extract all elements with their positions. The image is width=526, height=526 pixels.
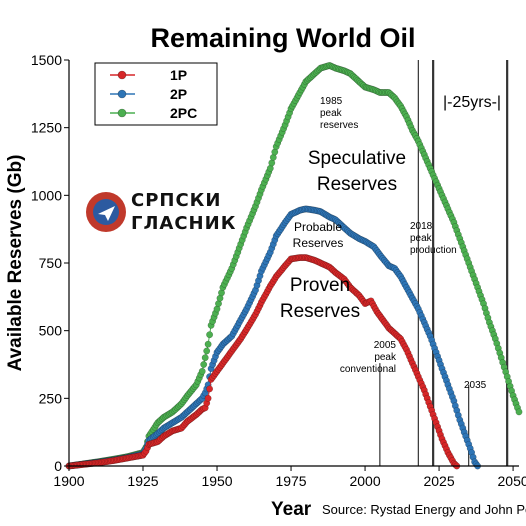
- x-tick-label: 2050: [498, 473, 526, 489]
- legend-marker-2P: [117, 89, 127, 99]
- annotation-1985-peak: 1985: [320, 96, 343, 107]
- annotation-proven: Reserves: [280, 301, 360, 322]
- x-axis-label: Year: [271, 499, 312, 520]
- x-tick-label: 2000: [349, 473, 380, 489]
- legend-label-2PC: 2PC: [170, 105, 197, 121]
- data-point-2PC: [201, 354, 209, 362]
- x-tick-label: 1950: [201, 473, 232, 489]
- x-tick-label: 1975: [275, 473, 306, 489]
- y-tick-label: 1500: [31, 52, 62, 68]
- legend-label-1P: 1P: [170, 67, 187, 83]
- annotation-2018-peak: 2018: [410, 221, 433, 232]
- x-tick-label: 2025: [423, 473, 454, 489]
- y-tick-label: 0: [54, 458, 62, 474]
- data-point-1P: [204, 394, 212, 402]
- data-point-2PC: [200, 361, 208, 368]
- data-point-2PC: [515, 408, 523, 416]
- vertical-markers: [379, 60, 509, 466]
- legend-label-2P: 2P: [170, 86, 187, 102]
- data-point-2PC: [204, 340, 212, 348]
- annotation-2005-peak: conventional: [340, 364, 396, 375]
- annotation-2035: 2035: [464, 380, 487, 391]
- paper-plane-icon: [98, 206, 115, 221]
- legend-marker-1P: [117, 70, 127, 80]
- annotation-1985-peak: peak: [320, 108, 343, 119]
- x-tick-label: 1900: [53, 473, 84, 489]
- y-tick-label: 750: [39, 255, 63, 271]
- source-note: Source: Rystad Energy and John Peach: [322, 502, 526, 517]
- axes: 0 250 500 750 1000 1250 1500 1900 1925 1950 1975 20…: [31, 52, 526, 489]
- legend-marker-2PC: [117, 108, 127, 118]
- watermark-logo: СРПСКИ ГЛАСНИК: [86, 190, 236, 234]
- chart-title: Remaining World Oil: [150, 23, 415, 53]
- y-tick-label: 1000: [31, 187, 62, 203]
- series-layer: [65, 61, 523, 470]
- data-point-2PC: [198, 367, 206, 375]
- y-axis-label: Available Reserves (Gb): [5, 155, 26, 372]
- data-point-2PC: [206, 331, 214, 339]
- y-tick-label: 1250: [31, 120, 62, 136]
- annotation-2005-peak: peak: [374, 352, 397, 363]
- annotation-speculative: Reserves: [317, 174, 397, 195]
- annotation-1985-peak: reserves: [320, 120, 358, 131]
- x-tick-label: 1925: [127, 473, 158, 489]
- annotation-2018-peak: production: [410, 245, 457, 256]
- annotation-probable: Reserves: [293, 236, 344, 250]
- data-point-2PC: [203, 347, 211, 355]
- legend: 1P 2P 2PC: [94, 62, 218, 126]
- annotation-speculative: Speculative: [308, 148, 406, 169]
- annotation-2018-peak: peak: [410, 233, 433, 244]
- annotation-25yrs: |-25yrs-|: [443, 94, 501, 111]
- y-tick-label: 250: [39, 390, 63, 406]
- annotation-2005-peak: 2005: [374, 340, 397, 351]
- watermark-text-1: СРПСКИ: [131, 190, 221, 211]
- annotation-proven: Proven: [290, 275, 350, 296]
- data-point-1P: [206, 385, 214, 393]
- annotation-probable: Probable: [294, 220, 342, 234]
- y-tick-label: 500: [39, 323, 63, 339]
- watermark-text-2: ГЛАСНИК: [131, 213, 236, 234]
- annotations: Speculative Reserves Probable Reserves Prove…: [280, 94, 501, 391]
